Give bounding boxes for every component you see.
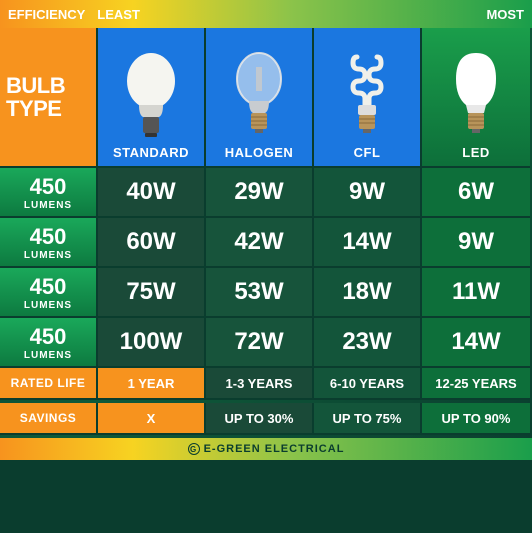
bulb-col-cfl: CFL (314, 28, 422, 168)
rated-life-value: 1 YEAR (98, 368, 206, 400)
lumens-unit: LUMENS (24, 350, 72, 361)
column-label: CFL (354, 145, 381, 160)
savings-row: SAVINGS X UP TO 30% UP TO 75% UP TO 90% (0, 403, 532, 435)
lumens-unit: LUMENS (24, 200, 72, 211)
savings-value: UP TO 75% (314, 403, 422, 435)
led-bulb-icon (448, 49, 504, 139)
watt-cell: 53W (206, 268, 314, 318)
halogen-bulb-icon (231, 49, 287, 139)
most-label: MOST (486, 7, 524, 22)
standard-bulb-icon (123, 49, 179, 139)
brand-logo-icon: G (188, 443, 200, 455)
lumens-value: 450 (30, 274, 67, 300)
column-label: STANDARD (113, 145, 189, 160)
savings-value: X (98, 403, 206, 435)
watt-cell: 60W (98, 218, 206, 268)
footer-brand-bar: G E-GREEN ELECTRICAL (0, 438, 532, 460)
rated-life-value: 12-25 YEARS (422, 368, 530, 400)
lumens-value: 450 (30, 174, 67, 200)
bulb-type-label: BULB TYPE (0, 28, 98, 168)
rated-life-row: RATED LIFE 1 YEAR 1-3 YEARS 6-10 YEARS 1… (0, 368, 532, 400)
watt-cell: 9W (314, 168, 422, 218)
lumens-unit: LUMENS (24, 250, 72, 261)
column-label: LED (462, 145, 490, 160)
lumens-cell: 450 LUMENS (0, 218, 98, 268)
lumens-value: 450 (30, 324, 67, 350)
bulb-col-standard: STANDARD (98, 28, 206, 168)
lumens-cell: 450 LUMENS (0, 268, 98, 318)
bulb-col-halogen: HALOGEN (206, 28, 314, 168)
savings-value: UP TO 90% (422, 403, 530, 435)
bulb-col-led: LED (422, 28, 530, 168)
efficiency-label: EFFICIENCY (8, 7, 85, 22)
data-row: 450 LUMENS 75W 53W 18W 11W (0, 268, 532, 318)
data-row: 450 LUMENS 40W 29W 9W 6W (0, 168, 532, 218)
efficiency-bar: EFFICIENCY LEAST MOST (0, 0, 532, 28)
rated-life-label: RATED LIFE (0, 368, 98, 400)
bulb-type-row: BULB TYPE STANDARD HALOGEN (0, 28, 532, 168)
least-label: LEAST (97, 7, 140, 22)
watt-cell: 6W (422, 168, 530, 218)
cfl-bulb-icon (339, 49, 395, 139)
watt-cell: 72W (206, 318, 314, 368)
savings-label: SAVINGS (0, 403, 98, 435)
watt-cell: 23W (314, 318, 422, 368)
watt-cell: 100W (98, 318, 206, 368)
data-row: 450 LUMENS 100W 72W 23W 14W (0, 318, 532, 368)
watt-cell: 29W (206, 168, 314, 218)
lumens-unit: LUMENS (24, 300, 72, 311)
brand-text: E-GREEN ELECTRICAL (204, 443, 345, 455)
watt-cell: 9W (422, 218, 530, 268)
rated-life-value: 6-10 YEARS (314, 368, 422, 400)
watt-cell: 14W (422, 318, 530, 368)
rated-life-value: 1-3 YEARS (206, 368, 314, 400)
watt-cell: 11W (422, 268, 530, 318)
data-row: 450 LUMENS 60W 42W 14W 9W (0, 218, 532, 268)
savings-value: UP TO 30% (206, 403, 314, 435)
lumens-value: 450 (30, 224, 67, 250)
lumens-cell: 450 LUMENS (0, 318, 98, 368)
watt-cell: 18W (314, 268, 422, 318)
watt-cell: 14W (314, 218, 422, 268)
column-label: HALOGEN (225, 145, 294, 160)
lumens-cell: 450 LUMENS (0, 168, 98, 218)
watt-cell: 75W (98, 268, 206, 318)
bulb-comparison-table: EFFICIENCY LEAST MOST BULB TYPE STANDARD (0, 0, 532, 460)
watt-cell: 42W (206, 218, 314, 268)
watt-cell: 40W (98, 168, 206, 218)
